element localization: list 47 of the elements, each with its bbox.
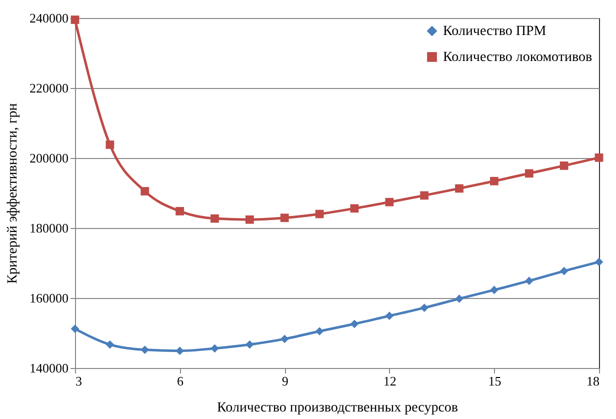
point <box>106 340 114 349</box>
point <box>350 320 359 328</box>
y-tick-label: 160000 <box>30 290 68 306</box>
y-tick-label: 200000 <box>30 150 68 166</box>
point <box>280 214 289 222</box>
x-tick-label: 9 <box>282 374 288 388</box>
point <box>420 304 429 312</box>
point <box>210 344 219 353</box>
x-tick-label: 15 <box>488 374 502 388</box>
point <box>106 140 114 149</box>
point <box>70 324 80 333</box>
point <box>455 184 464 193</box>
y-tick-label: 220000 <box>30 80 68 96</box>
point <box>594 258 604 266</box>
point <box>315 327 324 336</box>
point <box>560 266 568 276</box>
point <box>245 340 254 349</box>
point <box>140 187 150 196</box>
y-tick-label: 180000 <box>30 220 68 236</box>
point <box>176 346 184 356</box>
point <box>210 214 219 223</box>
point <box>350 204 359 213</box>
point <box>455 294 464 303</box>
point <box>385 198 394 206</box>
x-tick-label: 12 <box>383 374 396 388</box>
legend-label: Количество локомотивов <box>443 50 592 65</box>
point <box>245 215 254 224</box>
y-tick-label: 140000 <box>30 360 68 376</box>
y-axis-title: Критерий эффективности, грн <box>6 102 20 284</box>
point <box>315 210 324 218</box>
point <box>140 346 150 354</box>
point <box>524 169 534 178</box>
y-tick-label: 240000 <box>30 10 68 26</box>
point <box>385 312 394 320</box>
x-tick-label: 6 <box>177 374 184 388</box>
x-tick-label: 3 <box>76 374 82 388</box>
point <box>490 286 498 294</box>
point <box>176 207 184 216</box>
legend-label: Количество ПРМ <box>443 24 547 39</box>
point <box>420 191 429 200</box>
x-axis-title: Количество производственных ресурсов <box>216 400 458 416</box>
point <box>524 276 534 286</box>
x-tick-label: 18 <box>586 374 600 388</box>
point <box>594 153 604 162</box>
point <box>280 334 289 344</box>
point <box>560 162 568 170</box>
point <box>490 176 498 186</box>
